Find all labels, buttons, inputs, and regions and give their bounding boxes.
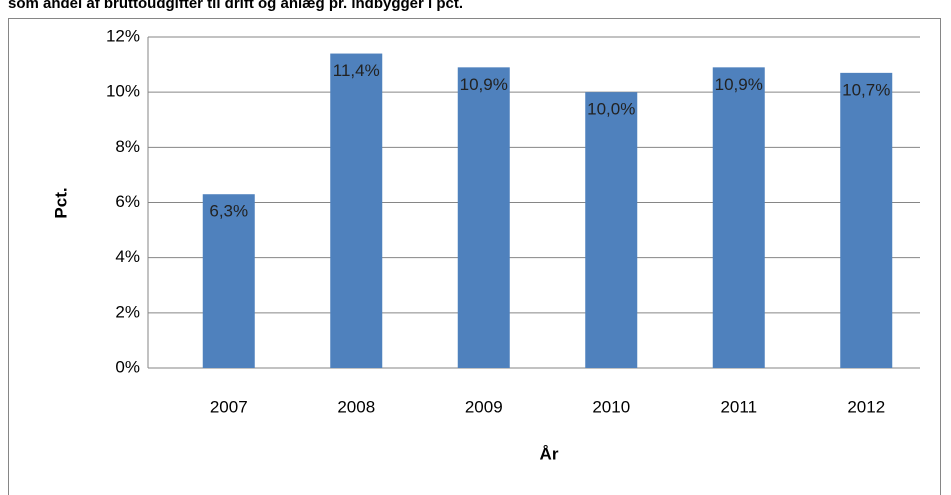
x-tick-label: 2011 — [720, 397, 757, 416]
bar — [585, 92, 638, 369]
x-tick-label: 2008 — [337, 397, 375, 416]
x-axis-label: År — [540, 444, 559, 463]
y-tick-label: 6% — [115, 192, 140, 211]
x-tick-label: 2007 — [210, 397, 248, 416]
y-axis-label: Pct. — [51, 187, 70, 218]
y-tick-label: 0% — [115, 357, 140, 376]
value-label: 10,9% — [715, 75, 763, 94]
chart-title: som andel af bruttoudgifter til drift og… — [8, 0, 463, 12]
bar — [330, 53, 383, 369]
y-tick-label: 12% — [106, 26, 140, 45]
value-label: 11,4% — [333, 61, 380, 80]
bar — [457, 67, 510, 368]
x-tick-label: 2010 — [592, 397, 630, 416]
value-label: 10,9% — [460, 75, 508, 94]
value-label: 10,7% — [842, 80, 890, 99]
value-label: 10,0% — [587, 100, 635, 119]
bar — [840, 72, 893, 368]
x-tick-label: 2009 — [465, 397, 503, 416]
y-tick-label: 2% — [115, 302, 140, 321]
y-tick-label: 10% — [106, 82, 140, 101]
bar — [712, 67, 765, 368]
y-tick-label: 8% — [115, 137, 140, 156]
bar — [202, 194, 255, 368]
value-label: 6,3% — [209, 202, 248, 221]
x-tick-label: 2012 — [847, 397, 885, 416]
y-tick-label: 4% — [115, 247, 140, 266]
